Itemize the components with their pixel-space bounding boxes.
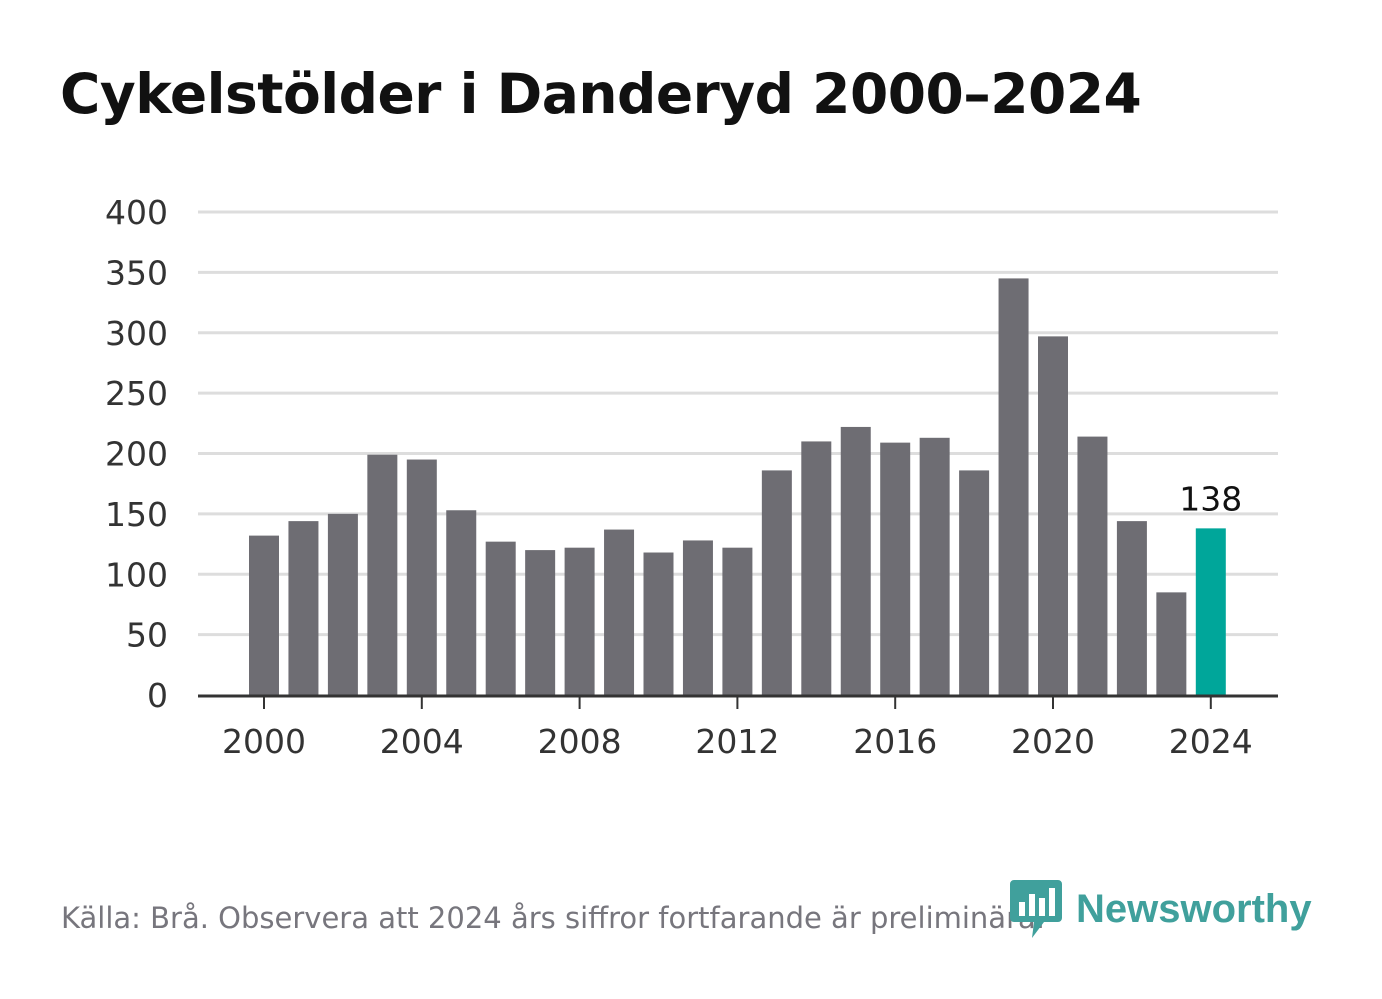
bar-2006 [485, 541, 516, 695]
bar-2021 [1077, 436, 1108, 695]
y-axis-ticks: 0 50 100 150 200 250 300 350 400 [105, 193, 168, 715]
brand-name: Newsworthy [1076, 887, 1312, 931]
bars [249, 278, 1226, 695]
bar-2019 [998, 278, 1029, 695]
chart-title: Cykelstölder i Danderyd 2000–2024 [60, 62, 1142, 126]
bar-2001 [288, 521, 319, 695]
y-tick-label: 300 [105, 314, 168, 353]
bar-2015 [840, 426, 871, 695]
x-tick-label: 2000 [222, 722, 306, 761]
bar-2014 [801, 441, 832, 695]
y-tick-label: 200 [105, 435, 168, 474]
bar-2008 [564, 547, 595, 695]
y-tick-label: 350 [105, 253, 168, 292]
bar-2023 [1156, 592, 1187, 695]
y-tick-label: 150 [105, 495, 168, 534]
bar-2003 [367, 454, 398, 695]
bar-2000 [249, 535, 279, 695]
y-tick-label: 250 [105, 374, 168, 413]
x-tick-label: 2016 [853, 722, 937, 761]
bar-2016 [880, 442, 911, 695]
x-tick-label: 2012 [695, 722, 779, 761]
bar-2012 [722, 547, 753, 695]
x-tick-label: 2020 [1011, 722, 1095, 761]
bar-2011 [682, 540, 713, 695]
bar-2005 [446, 510, 477, 695]
bar-2017 [919, 437, 950, 695]
bar-2002 [327, 513, 358, 695]
bar-2010 [643, 552, 674, 695]
brand-logo[interactable]: Newsworthy [1010, 878, 1312, 940]
y-tick-label: 0 [147, 676, 168, 715]
y-tick-label: 50 [126, 616, 168, 655]
x-axis-ticks: 2000 2004 2008 2012 2016 2020 2024 [222, 697, 1253, 761]
bar-2007 [525, 550, 556, 695]
x-tick-label: 2024 [1169, 722, 1253, 761]
bar-2004 [406, 459, 437, 695]
y-tick-label: 400 [105, 193, 168, 232]
bar-2009 [604, 529, 635, 695]
source-note: Källa: Brå. Observera att 2024 års siffr… [61, 901, 1045, 935]
x-tick-label: 2004 [380, 722, 464, 761]
bar-2024 [1195, 528, 1226, 695]
bar-2018 [959, 470, 990, 695]
y-tick-label: 100 [105, 555, 168, 594]
bar-2020 [1038, 336, 1068, 695]
bar-2022 [1116, 521, 1147, 695]
bar-chart-pin-icon [1010, 880, 1062, 938]
data-label-2024: 138 [1179, 479, 1242, 518]
data-labels: 138 [1179, 479, 1242, 518]
x-tick-label: 2008 [538, 722, 622, 761]
bar-2013 [761, 470, 792, 695]
